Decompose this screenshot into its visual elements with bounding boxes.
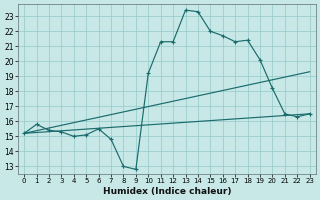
X-axis label: Humidex (Indice chaleur): Humidex (Indice chaleur): [103, 187, 231, 196]
